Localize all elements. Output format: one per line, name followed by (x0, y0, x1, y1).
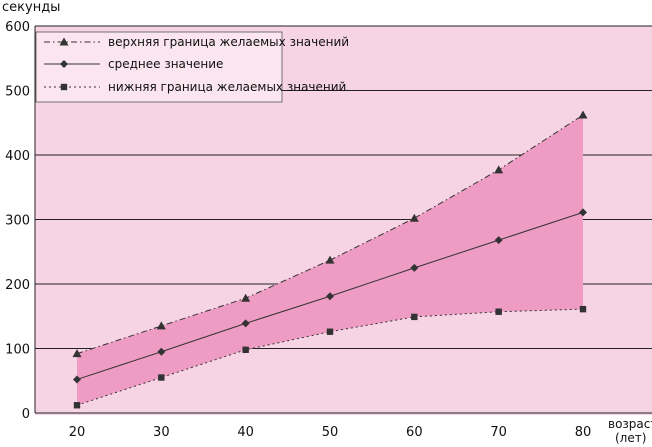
data-point-diamond (326, 292, 334, 301)
y-tick-label: 500 (5, 85, 30, 100)
legend-label-mean: среднее значение (108, 57, 223, 71)
legend-label-upper: верхняя граница желаемых значений (108, 35, 349, 49)
y-tick-label: 600 (5, 20, 30, 35)
data-point-triangle (72, 349, 82, 358)
x-tick-label: 60 (406, 425, 423, 440)
data-point-diamond (157, 347, 166, 356)
data-point-triangle (156, 321, 166, 330)
y-tick-label: 300 (5, 214, 30, 229)
y-axis-label: секунды (2, 0, 60, 15)
x-tick-label: 80 (575, 425, 592, 440)
x-tick-label: 50 (322, 425, 339, 440)
x-axis-label: возраст (608, 417, 652, 431)
y-tick-label: 400 (5, 149, 30, 164)
y-tick-label: 0 (22, 407, 30, 422)
data-point-triangle (409, 213, 419, 222)
data-point-square (158, 374, 165, 381)
data-point-diamond (494, 236, 503, 245)
x-tick-labels: 20 30 40 50 60 70 80 (69, 425, 592, 440)
data-point-diamond (241, 319, 250, 328)
data-point-triangle (325, 255, 335, 264)
y-tick-label: 200 (5, 278, 30, 293)
legend-box (35, 31, 283, 103)
data-point-square (326, 328, 334, 335)
data-point-diamond (410, 263, 419, 272)
legend-marker-square (60, 83, 68, 91)
data-point-diamond (579, 208, 587, 217)
data-point-square (579, 305, 587, 313)
legend-marker-triangle (59, 37, 69, 46)
series-layer (72, 110, 588, 409)
data-point-triangle (494, 165, 504, 174)
legend-items (44, 37, 100, 91)
data-point-triangle (241, 293, 251, 302)
legend-marker-diamond (60, 60, 68, 68)
data-point-square (411, 313, 418, 321)
x-tick-label: 40 (237, 425, 254, 440)
data-point-square (242, 346, 249, 353)
data-point-square (495, 308, 502, 315)
data-point-square (73, 402, 81, 409)
data-point-diamond (73, 375, 81, 384)
y-tick-labels: 0 100 200 300 400 500 600 (5, 20, 30, 422)
x-tick-label: 20 (69, 425, 86, 440)
y-tick-label: 100 (5, 343, 30, 358)
data-point-triangle (578, 110, 588, 119)
legend-label-lower: нижняя граница желаемых значений (108, 80, 346, 94)
x-tick-label: 70 (490, 425, 507, 440)
x-tick-label: 30 (153, 425, 170, 440)
legend: верхняя граница желаемых значений средне… (35, 31, 349, 103)
x-axis-unit: (лет) (615, 431, 646, 445)
